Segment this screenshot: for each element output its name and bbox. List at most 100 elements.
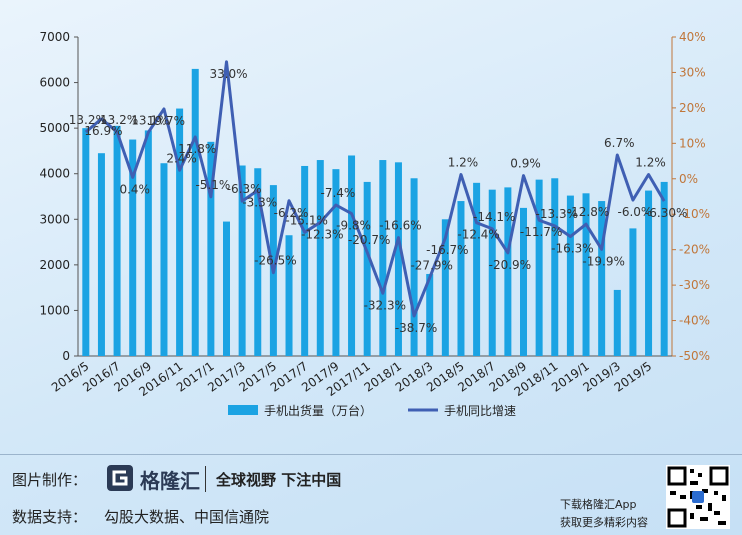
bar: [488, 189, 496, 356]
y2-tick-label: 20%: [679, 101, 706, 115]
bar: [160, 163, 168, 356]
bar: [363, 181, 371, 356]
y2-tick-label: 30%: [679, 65, 706, 79]
data-label: -16.6%: [379, 219, 421, 233]
bar: [223, 221, 230, 356]
separator: [0, 454, 742, 455]
bar: [535, 179, 543, 356]
bar: [660, 181, 668, 356]
bar: [191, 68, 199, 357]
legend-swatch: [228, 405, 258, 415]
bar: [473, 182, 481, 356]
data-label: 0.4%: [119, 182, 150, 196]
data-label: -6.0%: [618, 205, 653, 219]
y2-tick-label: -40%: [679, 314, 710, 328]
bar: [207, 141, 215, 356]
bar: [144, 130, 152, 356]
bar: [551, 178, 559, 356]
data-label: 13.1%: [131, 113, 169, 127]
y2-tick-label: -10%: [679, 207, 710, 221]
data-label: -14.1%: [473, 210, 515, 224]
data-label: 13.2%: [69, 113, 107, 127]
brand: 格隆汇: [140, 469, 200, 493]
y-tick-label: 6000: [39, 76, 70, 90]
slogan: 全球视野 下注中国: [216, 471, 342, 489]
bar: [97, 153, 105, 356]
y-tick-label: 0: [62, 349, 70, 363]
data-label: 6.7%: [604, 136, 635, 150]
data-label: -38.7%: [395, 321, 437, 335]
data-label: -27.9%: [410, 259, 452, 273]
data-label: 1.2%: [635, 156, 666, 170]
data-label: -15.1%: [285, 213, 327, 227]
legend-label: 手机同比增速: [444, 404, 516, 418]
line: [84, 60, 666, 318]
bar: [238, 165, 246, 356]
data-label: -20.9%: [489, 258, 531, 272]
data-label: -16.7%: [426, 243, 468, 257]
bar: [410, 178, 418, 356]
data-label: 数据支持：: [12, 508, 88, 526]
data-label: -19.9%: [582, 254, 624, 268]
y-tick-label: 4000: [39, 167, 70, 181]
y2-tick-label: 10%: [679, 136, 706, 150]
bar: [566, 195, 574, 356]
data-label: 16.9%: [84, 124, 122, 138]
data-label: -16.3%: [551, 242, 593, 256]
y-tick-label: 1000: [39, 303, 70, 317]
data-label: -7.4%: [321, 186, 356, 200]
bar: [285, 235, 293, 356]
made-by-label: 图片制作：: [12, 471, 88, 489]
y-tick-label: 5000: [39, 121, 70, 135]
bar: [301, 165, 309, 356]
bar: [332, 169, 340, 356]
data-label: -6.30%: [645, 206, 687, 220]
bar: [379, 160, 387, 356]
data-label: 19.7%: [147, 114, 185, 128]
data-label: -12.8%: [567, 205, 609, 219]
y-tick-label: 7000: [39, 30, 70, 44]
y2-tick-label: -50%: [679, 349, 710, 363]
data-source: 勾股大数据、中国信通院: [104, 508, 270, 526]
data-label: -5.1%: [195, 178, 230, 192]
data-label: 2.4%: [166, 151, 197, 165]
bar: [348, 155, 356, 356]
y-tick-label: 3000: [39, 212, 70, 226]
app-line2: 获取更多精彩内容: [560, 516, 648, 529]
logo-icon: [107, 465, 133, 491]
y2-tick-label: 40%: [679, 30, 706, 44]
data-label: -26.5%: [254, 254, 296, 268]
data-label: -6.2%: [274, 206, 309, 220]
divider: [205, 466, 206, 492]
bar: [441, 219, 449, 356]
legend-label: 手机出货量（万台）: [264, 403, 372, 418]
bar: [629, 228, 637, 356]
bar: [457, 201, 465, 356]
bar: [598, 201, 606, 356]
y2-tick-label: -30%: [679, 278, 710, 292]
bar: [426, 273, 434, 356]
chart: 0 1000 2000 3000 4000 5000 6000 7000 -50% -40% -30…: [39, 30, 710, 418]
data-label: -20.7%: [348, 233, 390, 247]
data-label: -11.7%: [520, 225, 562, 239]
data-label: 11.8%: [178, 142, 216, 156]
bar: [504, 187, 512, 356]
data-label: 33.0%: [209, 67, 247, 81]
bar: [176, 108, 184, 356]
data-label: 13.2%: [100, 113, 138, 127]
bar: [645, 190, 653, 356]
y-tick-label: 2000: [39, 258, 70, 272]
bar: [613, 289, 621, 356]
data-label: -9.8%: [336, 219, 371, 233]
data-label: -12.3%: [301, 227, 343, 241]
data-label: 1.2%: [448, 156, 479, 170]
data-label: -3.3%: [242, 195, 277, 209]
bar: [316, 160, 324, 356]
data-label: -13.3%: [536, 207, 578, 221]
bar: [582, 193, 590, 356]
bar: [254, 168, 262, 356]
data-label: -32.3%: [364, 298, 406, 312]
bar: [113, 125, 121, 356]
bar: [394, 162, 402, 356]
